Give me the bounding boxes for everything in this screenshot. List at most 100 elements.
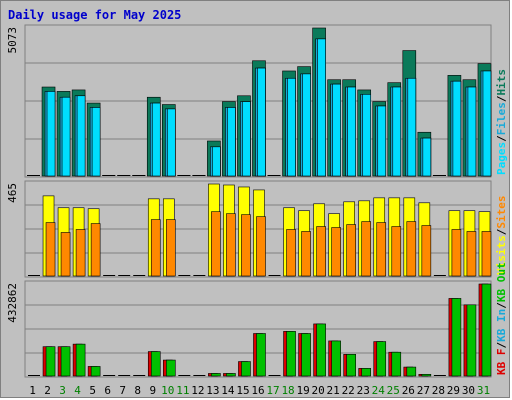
- bar-sites-day-27: [421, 225, 432, 277]
- bar-kb-f-day-14: [226, 373, 236, 377]
- day-label-17: 17: [266, 384, 279, 397]
- bar-sites-day-15: [241, 214, 251, 277]
- bar-pages-day-25: [392, 86, 402, 177]
- bar-pages-day-26: [407, 77, 417, 177]
- bar-kb-f-day-26: [406, 366, 417, 377]
- bar-sites-day-6: [106, 275, 116, 276]
- bar-pages-day-3: [61, 96, 71, 177]
- bar-kb-f-day-24: [376, 341, 387, 377]
- panel-bottom-legend: KB F/KB In/KB Out: [495, 262, 508, 375]
- bar-sites-day-29: [451, 229, 462, 277]
- day-label-7: 7: [119, 384, 126, 397]
- day-label-18: 18: [281, 384, 294, 397]
- day-label-19: 19: [296, 384, 309, 397]
- bar-sites-day-30: [466, 231, 477, 277]
- day-label-23: 23: [357, 384, 370, 397]
- bar-pages-day-1: [32, 175, 40, 176]
- panel-top-legend: Pages/Files/Hits: [495, 69, 508, 175]
- bar-kb-f-day-10: [165, 359, 176, 377]
- bar-kb-f-day-15: [241, 361, 251, 377]
- bar-pages-day-9: [151, 102, 161, 177]
- panel-middle-legend: Visits/Sites: [495, 196, 508, 276]
- legend-entry: KB In: [495, 309, 508, 342]
- legend-entry: Hits: [495, 69, 508, 96]
- day-label-12: 12: [191, 384, 204, 397]
- bar-pages-day-14: [227, 107, 236, 177]
- bar-sites-day-10: [165, 219, 176, 277]
- bar-kb-f-day-25: [391, 351, 402, 377]
- panel-bottom-ymax-label: 432862: [6, 283, 19, 323]
- day-label-31: 31: [477, 384, 490, 397]
- bar-pages-day-21: [332, 83, 341, 177]
- bar-kb-f-day-6: [106, 375, 116, 376]
- bar-kb-f-day-30: [466, 304, 477, 377]
- legend-entry: Visits: [495, 235, 508, 275]
- bar-sites-day-20: [316, 226, 326, 277]
- bar-sites-day-18: [286, 229, 296, 277]
- legend-entry: Sites: [495, 196, 508, 229]
- bar-pages-day-15: [242, 101, 251, 177]
- bar-sites-day-21: [331, 227, 341, 277]
- bar-kb-f-day-20: [316, 323, 326, 377]
- bar-sites-day-28: [436, 275, 446, 276]
- bar-sites-day-19: [301, 231, 311, 277]
- bar-kb-f-day-8: [136, 375, 146, 376]
- bar-pages-day-24: [377, 105, 387, 177]
- bar-pages-day-29: [452, 80, 462, 177]
- bar-pages-day-2: [46, 91, 56, 177]
- day-label-4: 4: [74, 384, 81, 397]
- bar-sites-day-26: [406, 221, 417, 277]
- bar-kb-f-day-12: [196, 375, 206, 376]
- day-label-3: 3: [59, 384, 66, 397]
- bar-sites-day-17: [271, 275, 281, 276]
- legend-entry: Files: [495, 102, 508, 135]
- bar-kb-f-day-17: [271, 375, 281, 376]
- bar-sites-day-7: [121, 275, 131, 276]
- day-label-2: 2: [44, 384, 51, 397]
- bar-pages-day-22: [347, 86, 356, 177]
- bar-kb-f-day-2: [45, 346, 56, 377]
- day-label-28: 28: [432, 384, 445, 397]
- bar-sites-day-31: [481, 231, 492, 277]
- day-label-21: 21: [327, 384, 340, 397]
- bar-kb-f-day-16: [256, 333, 266, 377]
- bar-pages-day-16: [257, 67, 266, 177]
- day-label-15: 15: [236, 384, 249, 397]
- bar-sites-day-14: [226, 213, 236, 277]
- bar-pages-day-28: [437, 175, 446, 176]
- bar-pages-day-20: [317, 38, 326, 177]
- bar-pages-day-18: [287, 77, 296, 177]
- bar-kb-f-day-19: [301, 333, 311, 377]
- bar-sites-day-5: [90, 223, 101, 277]
- bar-pages-day-19: [302, 73, 311, 177]
- bar-sites-day-16: [256, 216, 266, 277]
- day-label-5: 5: [89, 384, 96, 397]
- day-label-10: 10: [161, 384, 174, 397]
- day-label-25: 25: [387, 384, 400, 397]
- legend-entry: /: [495, 95, 508, 102]
- bar-kb-f-day-22: [346, 354, 356, 377]
- day-label-11: 11: [176, 384, 189, 397]
- bar-sites-day-11: [181, 275, 191, 276]
- bar-pages-day-27: [422, 137, 432, 177]
- bar-pages-day-10: [166, 108, 176, 177]
- bar-sites-day-24: [376, 222, 387, 277]
- bar-sites-day-12: [196, 275, 206, 276]
- bar-pages-day-23: [362, 94, 372, 177]
- bar-pages-day-5: [91, 107, 101, 177]
- day-label-24: 24: [372, 384, 386, 397]
- chart-title: Daily usage for May 2025: [8, 8, 182, 22]
- bar-pages-day-12: [197, 175, 206, 176]
- bar-kb-f-day-5: [90, 366, 101, 377]
- bar-pages-day-7: [122, 175, 131, 176]
- legend-entry: /: [495, 342, 508, 349]
- bar-sites-day-23: [361, 221, 372, 277]
- bar-sites-day-8: [136, 275, 146, 276]
- day-label-9: 9: [149, 384, 156, 397]
- legend-entry: Pages: [495, 142, 508, 175]
- day-label-27: 27: [417, 384, 430, 397]
- day-label-26: 26: [402, 384, 415, 397]
- day-label-29: 29: [447, 384, 460, 397]
